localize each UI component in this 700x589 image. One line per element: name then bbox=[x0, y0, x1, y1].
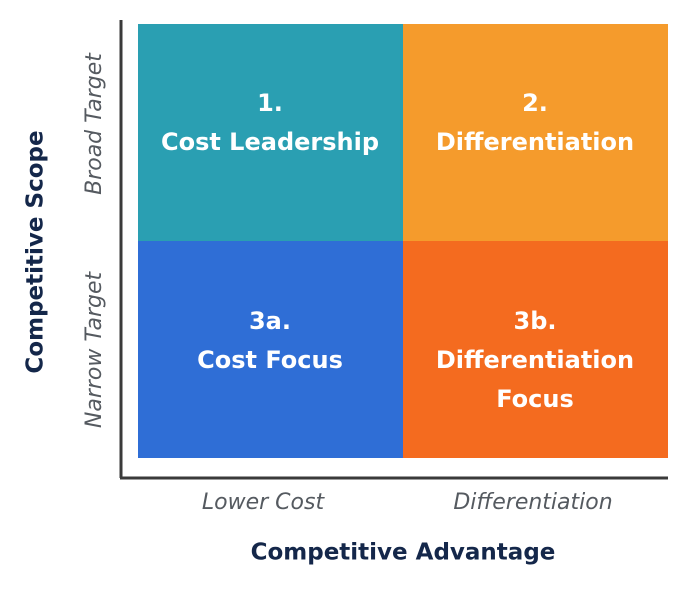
quadrant-title: Cost Focus bbox=[197, 346, 343, 374]
quadrant-cost-focus bbox=[138, 241, 403, 458]
quadrant-number: 1. bbox=[257, 89, 283, 117]
quadrant-differentiation bbox=[403, 24, 668, 241]
y-category-label: Narrow Target bbox=[82, 271, 107, 429]
x-category-label: Lower Cost bbox=[202, 490, 326, 515]
x-category-label: Differentiation bbox=[453, 490, 612, 515]
quadrant-number: 2. bbox=[522, 89, 548, 117]
quadrant-number: 3b. bbox=[514, 307, 557, 335]
quadrant-title: Differentiation bbox=[436, 128, 634, 156]
y-category-label: Broad Target bbox=[82, 52, 107, 195]
quadrant-cost-leadership bbox=[138, 24, 403, 241]
quadrant-number: 3a. bbox=[249, 307, 291, 335]
x-axis-title: Competitive Advantage bbox=[251, 540, 556, 566]
quadrant-title: Differentiation bbox=[436, 346, 634, 374]
quadrant-title: Focus bbox=[496, 385, 574, 413]
quadrant-differentiation-focus bbox=[403, 241, 668, 458]
y-axis-title: Competitive Scope bbox=[23, 130, 49, 373]
quadrant-title: Cost Leadership bbox=[161, 128, 379, 156]
quadrant-labels: 1. Cost Leadership 2. Differentiation 3a. Cos… bbox=[161, 89, 634, 413]
